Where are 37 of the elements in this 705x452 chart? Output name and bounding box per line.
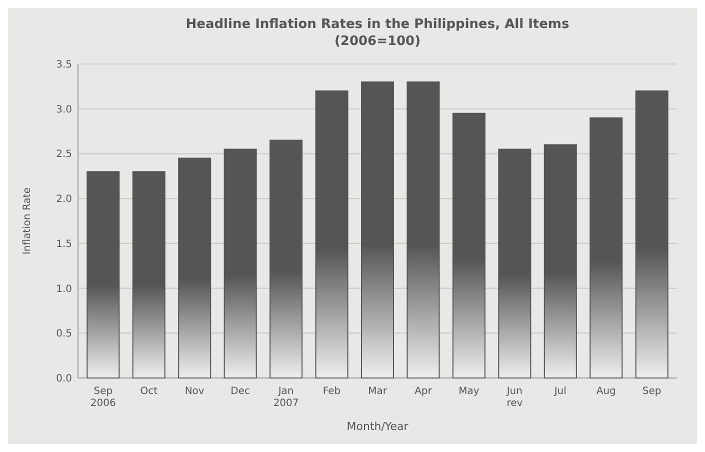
chart-title: Headline Inflation Rates in the Philippines, All Items (2006=100) bbox=[186, 17, 570, 49]
y-tick-label: 0.5 bbox=[56, 328, 72, 340]
bar bbox=[178, 158, 212, 378]
x-tick-label: Mar bbox=[368, 386, 388, 397]
y-tick-label: 3.0 bbox=[56, 104, 72, 116]
y-tick-label: 1.5 bbox=[56, 238, 72, 250]
bar bbox=[270, 140, 303, 378]
y-tick-label: 1.0 bbox=[56, 284, 72, 295]
bar bbox=[635, 90, 668, 378]
y-tick-label: 2.0 bbox=[56, 194, 72, 206]
x-tick-label: Jan 2007 bbox=[273, 386, 299, 409]
x-tick-label: Sep bbox=[642, 386, 662, 397]
bar bbox=[224, 148, 257, 378]
bar bbox=[406, 81, 440, 378]
x-tick-label: Oct bbox=[140, 386, 158, 397]
x-tick-label: Sep 2006 bbox=[90, 386, 116, 409]
x-tick-label: Feb bbox=[322, 386, 341, 397]
y-tick-label: 0.0 bbox=[56, 374, 72, 384]
bar bbox=[315, 90, 348, 378]
x-axis-title: Month/Year bbox=[346, 420, 409, 433]
y-tick-label: 3.5 bbox=[56, 60, 72, 70]
bar bbox=[498, 148, 532, 378]
x-tick-label: Jul bbox=[553, 386, 566, 397]
y-tick-label: 2.5 bbox=[56, 149, 72, 160]
bar bbox=[590, 117, 623, 378]
x-tick-label: Nov bbox=[184, 386, 204, 397]
bar bbox=[132, 171, 166, 378]
x-tick-label: May bbox=[458, 386, 480, 397]
bar bbox=[86, 171, 120, 378]
y-axis-title: Inflation Rate bbox=[22, 188, 33, 254]
x-tick-label: Jun rev bbox=[506, 386, 523, 409]
bar bbox=[360, 81, 394, 378]
bar bbox=[452, 112, 486, 378]
x-tick-label: Dec bbox=[230, 386, 250, 397]
x-tick-label: Apr bbox=[414, 386, 433, 397]
x-tick-label: Aug bbox=[596, 386, 616, 397]
bar bbox=[544, 144, 577, 378]
